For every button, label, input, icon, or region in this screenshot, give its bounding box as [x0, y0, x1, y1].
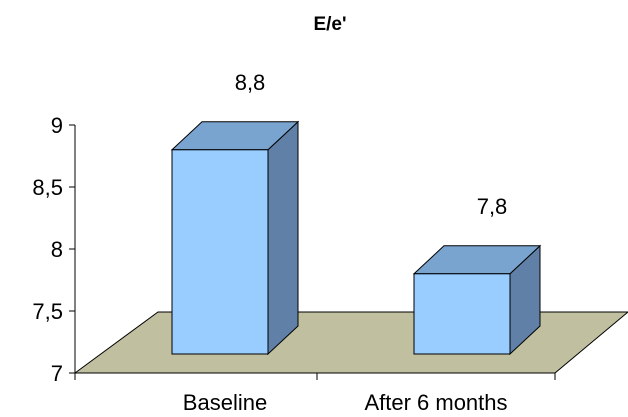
bar — [170, 120, 300, 356]
data-label: 8,8 — [235, 70, 266, 95]
x-category-label: Baseline — [183, 390, 267, 415]
bar — [412, 244, 542, 356]
y-tick-label: 8,5 — [32, 175, 63, 200]
y-tick-label: 7 — [51, 361, 63, 386]
chart-floor — [73, 311, 628, 374]
y-tick-label: 8 — [51, 237, 63, 262]
y-tick-label: 9 — [51, 113, 63, 138]
data-label: 7,8 — [477, 194, 508, 219]
chart-title: E/e' — [313, 14, 346, 35]
bar-side-face — [267, 120, 299, 356]
bar-front-face — [171, 149, 269, 355]
bar-front-face — [413, 273, 511, 355]
y-tick-label: 7,5 — [32, 299, 63, 324]
x-category-label: After 6 months — [364, 390, 507, 415]
